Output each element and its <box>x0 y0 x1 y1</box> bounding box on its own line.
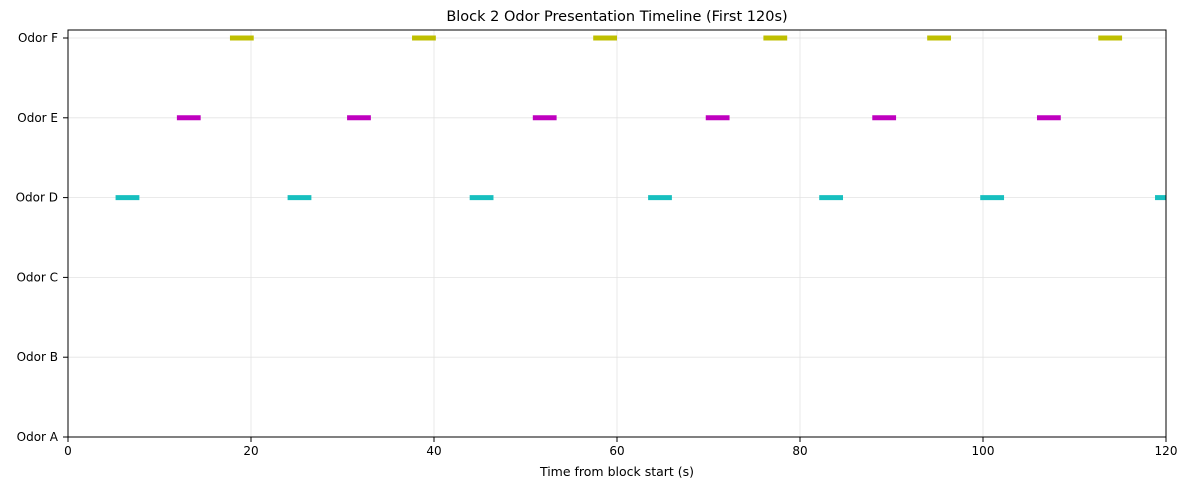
x-axis-label: Time from block start (s) <box>539 464 694 479</box>
odor-intervals <box>115 35 1166 201</box>
y-tick-label: Odor E <box>17 111 58 125</box>
y-tick-label: Odor C <box>16 270 58 284</box>
y-tick-label: Odor B <box>17 350 58 364</box>
x-tick-label: 0 <box>64 444 72 458</box>
x-tick-label: 20 <box>243 444 258 458</box>
y-tick-label: Odor D <box>16 191 58 205</box>
x-tick-label: 80 <box>792 444 807 458</box>
y-axis-ticks: Odor A Odor B Odor C Odor D Odor E Odor F <box>16 31 68 444</box>
x-tick-label: 120 <box>1155 444 1178 458</box>
x-tick-label: 60 <box>609 444 624 458</box>
y-tick-label: Odor F <box>18 31 58 45</box>
grid <box>67 30 1167 438</box>
x-tick-label: 100 <box>972 444 995 458</box>
x-tick-label: 40 <box>426 444 441 458</box>
y-tick-label: Odor A <box>17 430 59 444</box>
chart-title: Block 2 Odor Presentation Timeline (Firs… <box>446 9 787 25</box>
x-axis-ticks: 0 20 40 60 80 100 120 <box>64 437 1177 458</box>
